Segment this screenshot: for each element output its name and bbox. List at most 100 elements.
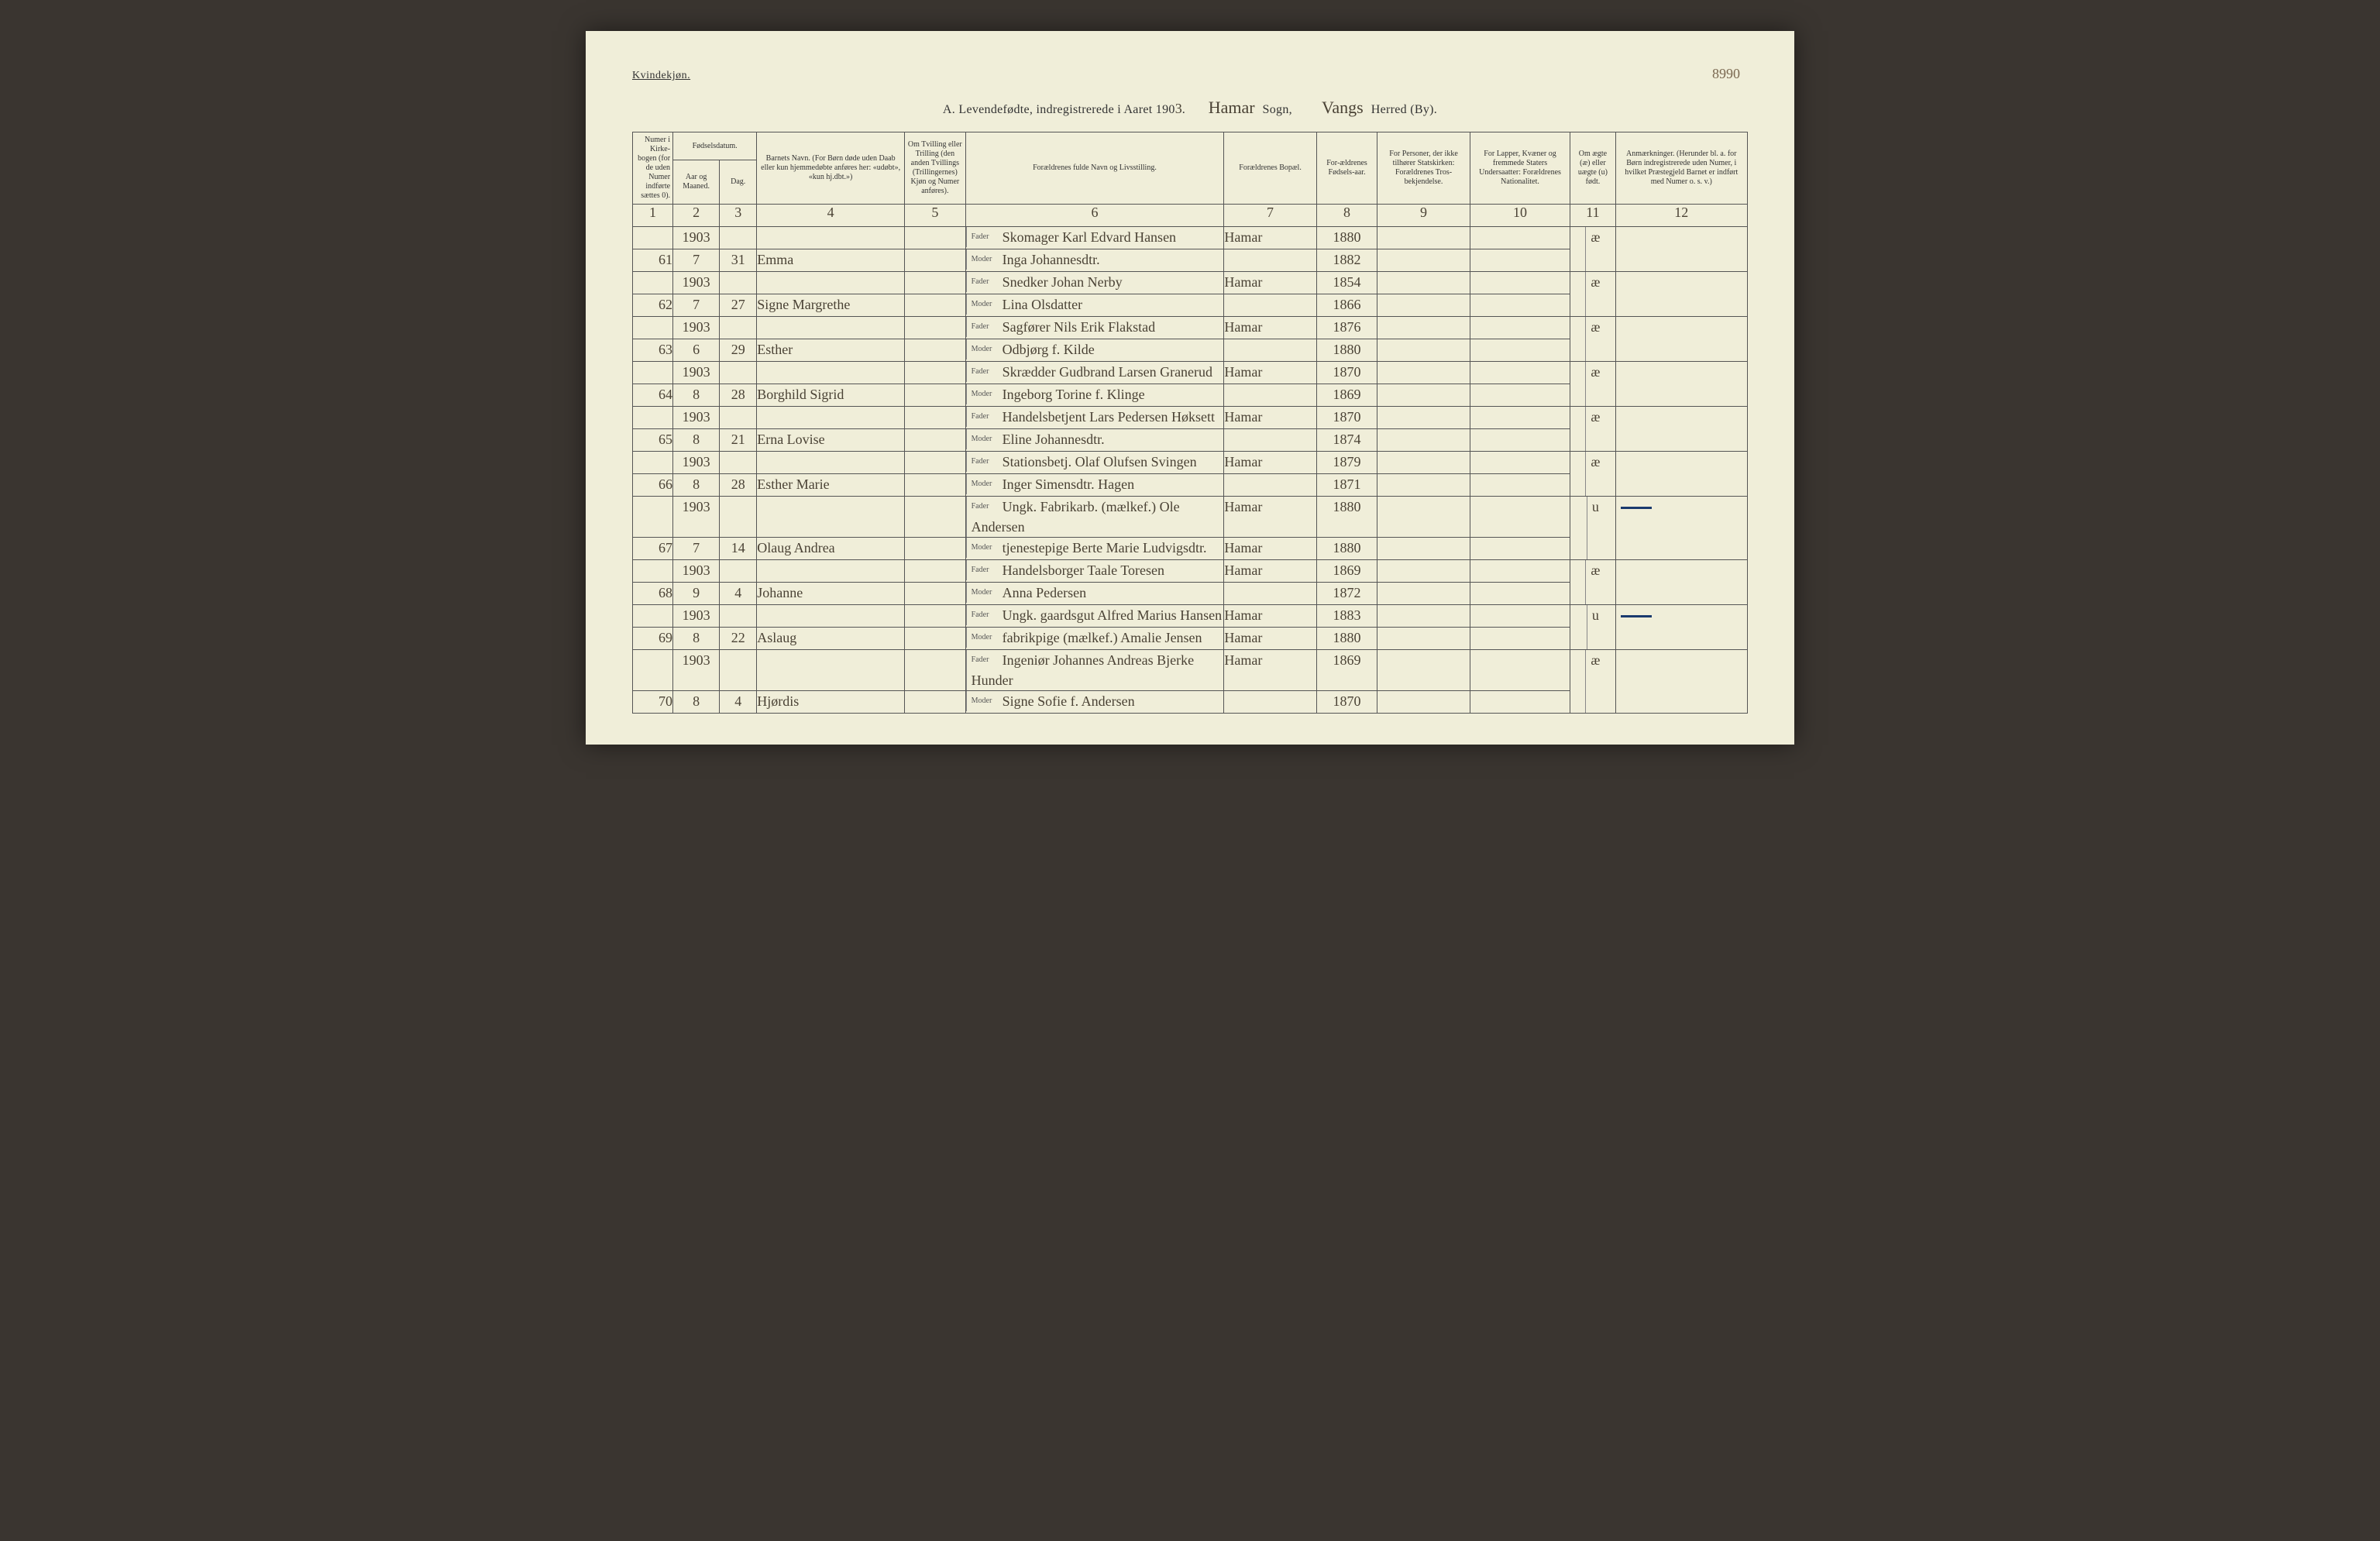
cell-twin [905,650,966,691]
cell-twin2 [905,294,966,317]
cell-bopel: Hamar [1224,605,1316,628]
cell-twin [905,272,966,294]
cell-bopel2: Hamar [1224,628,1316,650]
cell-day-blank [720,497,757,538]
colnum: 3 [720,205,757,227]
cell-nat2 [1470,628,1570,650]
cell-anm [1615,227,1747,272]
cell-day: 21 [720,429,757,452]
cell-year: 1903 [673,227,720,249]
entry-row-top: 1903FaderSkrædder Gudbrand Larsen Graner… [633,362,1748,384]
cell-bopel: Hamar [1224,227,1316,249]
cell-moder: ModerEline Johannesdtr. [965,429,1224,452]
cell-faar: 1869 [1316,560,1377,583]
cell-twin2 [905,339,966,362]
cell-fader: FaderSkomager Karl Edvard Hansen [965,227,1224,249]
cell-moder: ModerInger Simensdtr. Hagen [965,474,1224,497]
cell-maar: 1882 [1316,249,1377,272]
cell-day: 4 [720,583,757,605]
cell-twin2 [905,429,966,452]
cell-bopel: Hamar [1224,317,1316,339]
cell-bopel2: Hamar [1224,538,1316,560]
cell-faar: 1869 [1316,650,1377,691]
cell-month: 7 [673,294,720,317]
cell-nat2 [1470,538,1570,560]
cell-twin [905,362,966,384]
cell-rel2 [1377,429,1470,452]
cell-maar: 1880 [1316,339,1377,362]
cell-child: Borghild Sigrid [757,384,905,407]
title-prefix: A. Levendefødte, indregistrerede i Aaret… [943,103,1175,116]
cell-child: Erna Lovise [757,429,905,452]
cell-day-blank [720,272,757,294]
cell-rel [1377,497,1470,538]
cell-rel [1377,650,1470,691]
cell-faar: 1870 [1316,407,1377,429]
cell-day: 31 [720,249,757,272]
cell-child: Aslaug [757,628,905,650]
cell-faar: 1880 [1316,227,1377,249]
entry-row-top: 1903FaderHandelsbetjent Lars Pedersen Hø… [633,407,1748,429]
cell-anm [1615,605,1747,650]
header-col2b: Dag. [720,160,757,205]
colnum: 2 [673,205,720,227]
cell-rel [1377,227,1470,249]
cell-aegte: æ [1570,317,1615,362]
header-col11: Om ægte (æ) eller uægte (u) født. [1570,132,1615,205]
cell-fader: FaderUngk. Fabrikarb. (mælkef.) Ole Ande… [965,497,1224,538]
cell-faar: 1870 [1316,362,1377,384]
cell-rel [1377,407,1470,429]
gender-heading: Kvindekjøn. [632,70,1748,82]
cell-rel2 [1377,538,1470,560]
cell-name-blank [757,227,905,249]
cell-fader: FaderSkrædder Gudbrand Larsen Granerud [965,362,1224,384]
cell-num-blank [633,605,673,628]
page-number: 8990 [1712,66,1740,82]
cell-month: 8 [673,474,720,497]
cell-maar: 1866 [1316,294,1377,317]
cell-aegte: æ [1570,452,1615,497]
cell-twin2 [905,628,966,650]
cell-day-blank [720,362,757,384]
cell-num: 66 [633,474,673,497]
cell-day-blank [720,407,757,429]
cell-bopel: Hamar [1224,452,1316,474]
cell-moder: ModerIngeborg Torine f. Klinge [965,384,1224,407]
cell-nat [1470,497,1570,538]
cell-aegte: u [1570,605,1615,650]
cell-day-blank [720,650,757,691]
cell-child: Hjørdis [757,691,905,714]
cell-moder: ModerSigne Sofie f. Andersen [965,691,1224,714]
cell-fader: FaderUngk. gaardsgut Alfred Marius Hanse… [965,605,1224,628]
dash-mark-icon [1621,507,1652,509]
cell-day: 27 [720,294,757,317]
entry-row-top: 1903FaderUngk. gaardsgut Alfred Marius H… [633,605,1748,628]
cell-bopel2 [1224,339,1316,362]
cell-rel [1377,452,1470,474]
cell-day-blank [720,605,757,628]
cell-nat [1470,560,1570,583]
cell-year: 1903 [673,452,720,474]
cell-year: 1903 [673,317,720,339]
cell-month: 9 [673,583,720,605]
cell-num-blank [633,560,673,583]
header-col6: Forældrenes fulde Navn og Livsstilling. [965,132,1224,205]
cell-year: 1903 [673,497,720,538]
colnum: 9 [1377,205,1470,227]
cell-rel2 [1377,691,1470,714]
cell-twin [905,605,966,628]
cell-day-blank [720,317,757,339]
cell-bopel: Hamar [1224,497,1316,538]
cell-maar: 1872 [1316,583,1377,605]
cell-faar: 1880 [1316,497,1377,538]
cell-moder: ModerLina Olsdatter [965,294,1224,317]
cell-aegte: æ [1570,362,1615,407]
cell-nat2 [1470,339,1570,362]
cell-rel2 [1377,384,1470,407]
cell-child: Johanne [757,583,905,605]
cell-aegte: u [1570,497,1615,560]
cell-num-blank [633,227,673,249]
cell-month: 7 [673,538,720,560]
cell-moder: Moderfabrikpige (mælkef.) Amalie Jensen [965,628,1224,650]
cell-nat [1470,605,1570,628]
